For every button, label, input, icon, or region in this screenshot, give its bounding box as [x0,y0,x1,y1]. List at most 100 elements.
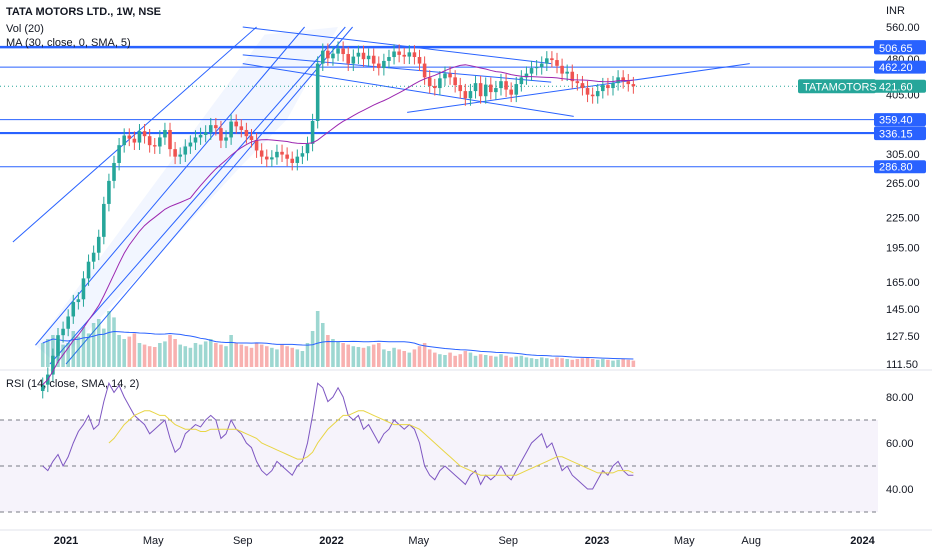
last-price-tag: 421.60 [879,81,913,93]
rsi-pane [0,381,878,513]
volume-bar [407,352,412,367]
volume-bar [280,344,284,367]
price-line-tag: 336.15 [879,129,913,141]
candle-body [356,52,361,57]
rsi-tick-label: 40.00 [886,484,914,496]
inner-falling-line [242,54,552,83]
time-tick-label: May [143,535,164,547]
volume-bar [214,343,218,367]
candle-body [601,85,605,92]
candle-body [392,51,396,58]
candlesticks [40,41,636,399]
volume-bar [305,343,310,367]
volume-bar [173,339,177,367]
candle-body [494,88,498,93]
candle-body [127,135,132,139]
candle-body [280,151,284,155]
volume-bar [468,352,473,367]
candle-body [407,52,412,57]
candle-body [102,203,106,237]
volume-bar [601,359,605,367]
volume-bar [254,343,259,367]
ma-legend[interactable]: MA (30, close, 0, SMA, 5) [6,37,131,49]
ma-line [42,64,634,386]
candle-body [270,157,274,160]
volume-bar [163,341,167,367]
volume-bar [81,327,86,367]
price-tick-label: 305.00 [886,149,920,161]
candle-body [66,316,70,329]
price-tick-label: 165.00 [886,277,920,289]
candle-body [478,83,483,97]
candle-body [631,84,636,87]
price-tick-label: 127.50 [886,331,920,343]
volume-bar [158,343,162,367]
volume-bar [198,344,203,367]
candle-body [565,71,569,74]
volume-bar [341,343,345,367]
volume-bar [417,346,422,367]
volume-bar [326,335,330,367]
candle-body [132,138,137,143]
volume-bar [539,357,544,367]
moving-average [42,64,634,386]
rising-channel-fill [35,27,339,364]
time-tick-label: May [674,535,695,547]
volume-bar [122,339,126,367]
candle-body [76,299,81,303]
volume-legend[interactable]: Vol (20) [6,23,44,35]
candle-body [376,63,381,69]
volume-bar [300,351,305,367]
time-tick-label: 2022 [319,535,343,547]
candle-body [122,135,126,146]
volume-bar [534,359,539,367]
volume-bar [112,317,116,367]
volume-bar [616,359,620,367]
volume-bar [473,355,478,367]
volume-bar [494,356,498,367]
candle-body [402,54,407,57]
volume-bar [320,323,325,367]
candle-body [560,65,564,74]
candle-body [331,53,335,59]
volume-bar [590,359,595,367]
candle-body [137,131,142,143]
volume-bar [66,343,70,367]
price-tags: 509.65506.65462.20359.40337.35336.15286.… [798,40,926,174]
volume-bar [448,352,452,367]
candle-body [239,126,244,130]
candle-body [422,63,427,78]
volume-bar [315,311,320,367]
volume-bar [382,349,386,367]
candle-body [611,83,615,89]
volume-bar [117,335,121,367]
volume-bar [514,356,519,367]
volume-bar [443,355,447,367]
candle-body [112,162,116,181]
volume-bar [183,346,188,367]
candle-body [71,302,76,317]
volume-bar [310,331,315,367]
volume-bar [239,344,244,367]
candle-body [214,125,218,129]
rsi-legend[interactable]: RSI (14, close, SMA, 14, 2) [6,378,140,390]
candle-body [208,125,213,133]
candle-body [336,48,340,54]
volume-bar [585,357,590,367]
volume-bar [336,341,340,367]
price-line-tag: 286.80 [879,162,913,174]
volume-bar [463,351,468,367]
volume-bar [438,354,442,367]
candle-body [626,81,631,85]
rsi-line [42,381,634,490]
candle-body [254,139,259,151]
candle-body [427,77,432,87]
candle-body [285,154,289,159]
volume-bar [188,347,193,367]
candle-body [300,153,305,157]
volume-bar [606,359,610,367]
candle-body [229,121,233,138]
volume-bar [626,359,631,367]
volume-bar [96,319,101,367]
